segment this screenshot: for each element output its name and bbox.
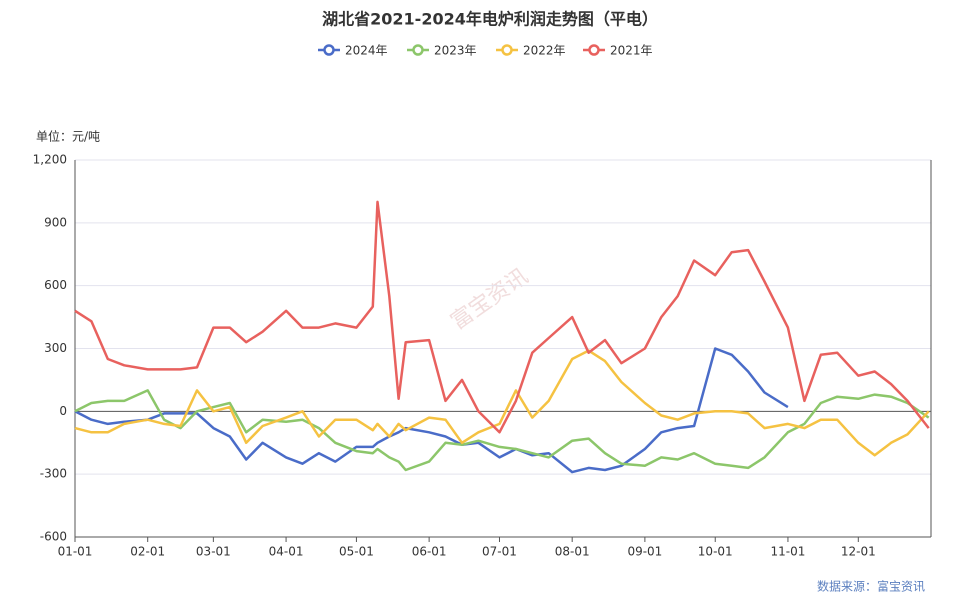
series-line (74, 349, 930, 457)
legend-marker (501, 44, 513, 56)
x-tick-label: 06-01 (412, 545, 447, 559)
legend-marker (588, 44, 600, 56)
unit-label: 单位：元/吨 (36, 129, 100, 144)
y-tick-label: -600 (40, 530, 67, 544)
source: 数据来源：富宝资讯 (817, 579, 925, 594)
legend-marker (323, 44, 335, 56)
x-tick-label: 02-01 (130, 545, 165, 559)
x-tick-label: 08-01 (555, 545, 590, 559)
y-tick-label: 600 (44, 278, 67, 292)
x-tick-label: 04-01 (269, 545, 304, 559)
x-tick-label: 10-01 (698, 545, 733, 559)
legend-label: 2023年 (434, 44, 477, 58)
y-tick-label: 900 (44, 215, 67, 229)
chart-title: 湖北省2021-2024年电炉利润走势图（平电） (322, 10, 658, 29)
legend-label: 2021年 (610, 44, 653, 58)
series-line (74, 200, 930, 434)
legend-marker (412, 44, 424, 56)
y-tick-label: 1,200 (33, 153, 67, 167)
series-line (74, 389, 930, 472)
legend-label: 2024年 (345, 44, 388, 58)
x-tick-label: 07-01 (482, 545, 517, 559)
x-tick-label: 03-01 (196, 545, 231, 559)
x-tick-label: 09-01 (627, 545, 662, 559)
x-tick-label: 05-01 (339, 545, 374, 559)
legend-label: 2022年 (523, 44, 566, 58)
x-tick-label: 01-01 (58, 545, 93, 559)
y-tick-label: -300 (40, 467, 67, 481)
series-line (74, 347, 789, 474)
y-tick-label: 0 (59, 404, 67, 418)
x-tick-label: 12-01 (841, 545, 876, 559)
watermark: 富宝资讯 (446, 264, 532, 335)
y-tick-label: 300 (44, 341, 67, 355)
x-tick-label: 11-01 (771, 545, 806, 559)
